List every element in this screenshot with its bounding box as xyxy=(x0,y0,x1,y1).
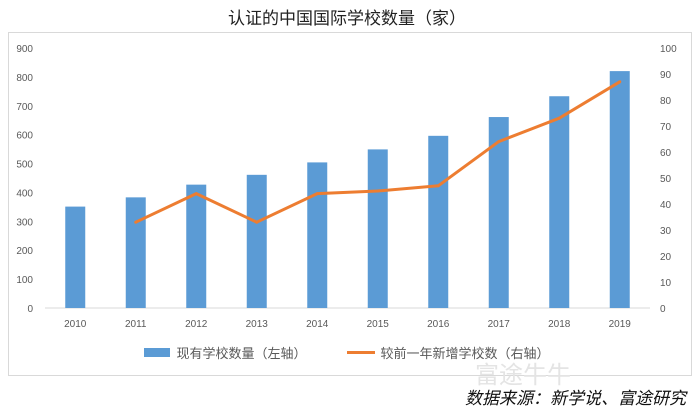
y-right-tick-label: 40 xyxy=(660,200,672,211)
y-right-tick-label: 50 xyxy=(660,174,672,185)
y-right-tick-label: 30 xyxy=(660,226,672,237)
y-left-tick-label: 900 xyxy=(16,44,33,55)
chart-frame xyxy=(8,32,692,376)
y-right-tick-label: 60 xyxy=(660,148,672,159)
bar xyxy=(549,96,570,308)
y-right-tick-label: 0 xyxy=(660,304,666,315)
y-right-tick-label: 80 xyxy=(660,96,672,107)
line-point xyxy=(497,140,501,144)
x-tick-label: 2013 xyxy=(246,319,269,330)
y-right-tick-label: 100 xyxy=(660,44,677,55)
y-right-tick-label: 10 xyxy=(660,278,672,289)
legend: 现有学校数量（左轴） 较前一年新增学校数（右轴） xyxy=(0,343,694,362)
legend-label-line: 较前一年新增学校数（右轴） xyxy=(380,347,550,362)
bar xyxy=(428,135,449,308)
bar xyxy=(246,174,267,308)
x-tick-label: 2014 xyxy=(306,319,329,330)
bar xyxy=(307,162,328,308)
x-tick-label: 2018 xyxy=(548,319,571,330)
legend-item-line: 较前一年新增学校数（右轴） xyxy=(346,343,550,362)
y-left-tick-label: 200 xyxy=(16,246,33,257)
legend-label-bar: 现有学校数量（左轴） xyxy=(176,347,307,362)
line-point xyxy=(315,192,319,196)
line-point xyxy=(194,192,198,196)
y-left-tick-label: 300 xyxy=(16,217,33,228)
y-left-tick-label: 800 xyxy=(16,73,33,84)
source-note: 数据来源：新学说、富途研究 xyxy=(465,389,686,409)
x-tick-label: 2016 xyxy=(427,319,450,330)
y-right-tick-label: 20 xyxy=(660,252,672,263)
watermark: 富途牛牛 xyxy=(475,361,571,389)
line-point xyxy=(436,184,440,188)
y-right-tick-label: 90 xyxy=(660,70,672,81)
y-left-tick-label: 100 xyxy=(16,275,33,286)
y-left-tick-label: 400 xyxy=(16,188,33,199)
bar xyxy=(367,149,388,308)
legend-swatch-bar xyxy=(144,348,171,357)
y-left-tick-label: 500 xyxy=(16,160,33,171)
line-point xyxy=(376,189,380,193)
line-point xyxy=(255,220,259,224)
x-tick-label: 2017 xyxy=(488,319,511,330)
bar xyxy=(65,206,86,308)
x-tick-label: 2011 xyxy=(125,319,147,330)
x-tick-label: 2015 xyxy=(367,319,390,330)
bar xyxy=(488,117,509,309)
x-tick-label: 2010 xyxy=(64,319,87,330)
y-left-tick-label: 700 xyxy=(16,102,33,113)
line-point xyxy=(557,116,561,120)
line-point xyxy=(618,80,622,84)
bar xyxy=(609,71,630,308)
legend-swatch-line xyxy=(346,351,375,354)
bar xyxy=(186,184,207,308)
x-tick-label: 2012 xyxy=(185,319,208,330)
x-tick-label: 2019 xyxy=(609,319,632,330)
line-point xyxy=(134,220,138,224)
y-right-tick-label: 70 xyxy=(660,122,672,133)
y-left-tick-label: 0 xyxy=(27,304,33,315)
chart-title: 认证的中国国际学校数量（家） xyxy=(228,9,466,29)
y-left-tick-label: 600 xyxy=(16,131,33,142)
legend-item-bar: 现有学校数量（左轴） xyxy=(144,343,307,362)
bar xyxy=(125,197,146,308)
